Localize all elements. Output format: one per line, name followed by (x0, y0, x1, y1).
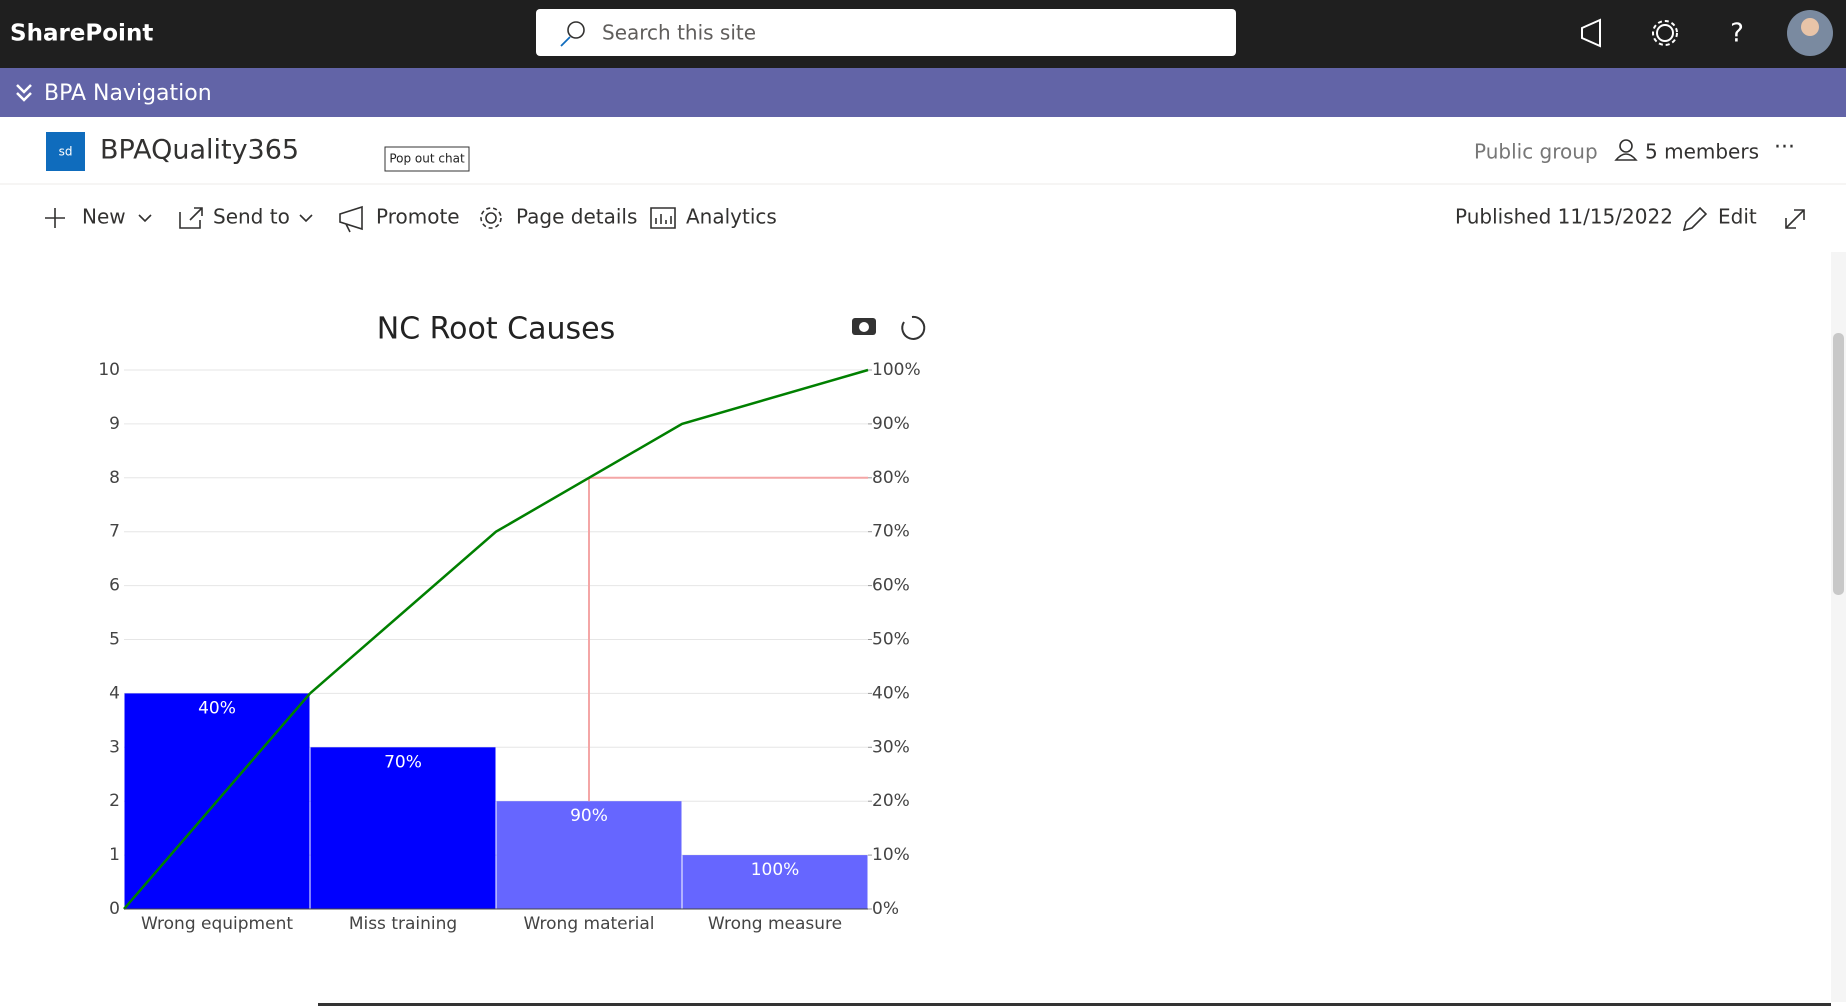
data-label: 40% (198, 698, 236, 718)
send-icon (179, 207, 203, 229)
settings-icon[interactable] (1656, 24, 1674, 42)
scrollbar-thumb[interactable] (1833, 333, 1844, 595)
reset-icon[interactable] (901, 315, 926, 340)
toolbar-item[interactable]: Promote (376, 205, 460, 229)
site-logo[interactable] (46, 132, 85, 171)
chart: NC Root Causes 0123456789100%10%20%30%40… (98, 312, 926, 934)
y2-tick-label: 100% (872, 360, 921, 380)
y2-tick-label: 30% (872, 737, 910, 757)
popout-button[interactable] (384, 146, 470, 172)
members[interactable]: 5 members (1645, 140, 1759, 164)
nav-title[interactable]: BPA Navigation (44, 81, 212, 106)
help-icon[interactable]: ? (1730, 19, 1744, 49)
y-tick-label: 3 (109, 737, 120, 757)
new-icon (45, 208, 65, 228)
y-tick-label: 5 (109, 630, 120, 650)
avatar-face (1801, 18, 1819, 36)
analytics-icon (650, 207, 676, 229)
y-tick-label: 10 (98, 360, 120, 380)
y-tick-label: 7 (109, 522, 120, 542)
chevron (138, 214, 152, 223)
y2-tick-label: 70% (872, 522, 910, 542)
more-button[interactable]: ··· (1774, 135, 1795, 160)
y-tick-label: 8 (109, 468, 120, 488)
promote-icon (339, 205, 363, 233)
y-tick-label: 6 (109, 576, 120, 596)
published: Published 11/15/2022 (1455, 205, 1673, 229)
chevron (299, 214, 313, 223)
feedback-icon[interactable] (1581, 18, 1601, 48)
y-tick-label: 0 (109, 899, 120, 919)
page-details-icon (480, 207, 502, 229)
edit-icon (1682, 206, 1708, 232)
hub-nav (0, 68, 1846, 117)
toolbar-item[interactable]: Send to (213, 205, 290, 229)
x-tick-label: Wrong equipment (141, 914, 293, 934)
brand[interactable]: SharePoint (10, 21, 153, 47)
bar (310, 747, 496, 909)
search-icon (560, 36, 571, 47)
x-tick-label: Wrong material (524, 914, 655, 934)
settings-icon[interactable] (1652, 20, 1678, 46)
site-name[interactable]: BPAQuality365 (100, 135, 299, 166)
members-icon (1614, 153, 1638, 161)
bar (682, 855, 868, 909)
x-tick-label: Wrong measure (708, 914, 842, 934)
search-box[interactable] (536, 9, 1236, 56)
y2-tick-label: 20% (872, 791, 910, 811)
y2-tick-label: 90% (872, 414, 910, 434)
data-label: 90% (570, 806, 608, 826)
camera-icon (859, 322, 869, 332)
cumulative-line (309, 368, 869, 695)
y2-tick-label: 80% (872, 468, 910, 488)
popout-label: Pop out chat (389, 152, 465, 166)
search-placeholder: Search this site (602, 21, 756, 45)
y-tick-label: 9 (109, 414, 120, 434)
data-label: 100% (751, 860, 800, 880)
toolbar-item[interactable]: Analytics (686, 205, 777, 229)
toolbar-item[interactable]: Page details (516, 205, 637, 229)
y2-tick-label: 40% (872, 683, 910, 703)
edit-button[interactable]: Edit (1718, 205, 1757, 229)
expand-icon[interactable] (1785, 209, 1805, 229)
toolbar-item[interactable]: New (82, 205, 126, 229)
cumulative-start (123, 692, 311, 910)
chart-title: NC Root Causes (377, 312, 616, 347)
y2-tick-label: 0% (872, 899, 899, 919)
y2-tick-label: 60% (872, 576, 910, 596)
bottom-edge (318, 1003, 1831, 1006)
y-tick-label: 1 (109, 845, 120, 865)
page-details-icon (485, 212, 497, 224)
site-logo-text: sd (59, 145, 73, 159)
y2-tick-label: 50% (872, 630, 910, 650)
search-icon (567, 21, 585, 39)
data-label: 70% (384, 752, 422, 772)
y-tick-label: 4 (109, 683, 120, 703)
y2-tick-label: 10% (872, 845, 910, 865)
bar (496, 801, 682, 909)
privacy: Public group (1474, 140, 1598, 164)
x-tick-label: Miss training (349, 914, 457, 934)
members-icon (1619, 139, 1633, 153)
y-tick-label: 2 (109, 791, 120, 811)
nav-chevron[interactable] (16, 84, 32, 102)
